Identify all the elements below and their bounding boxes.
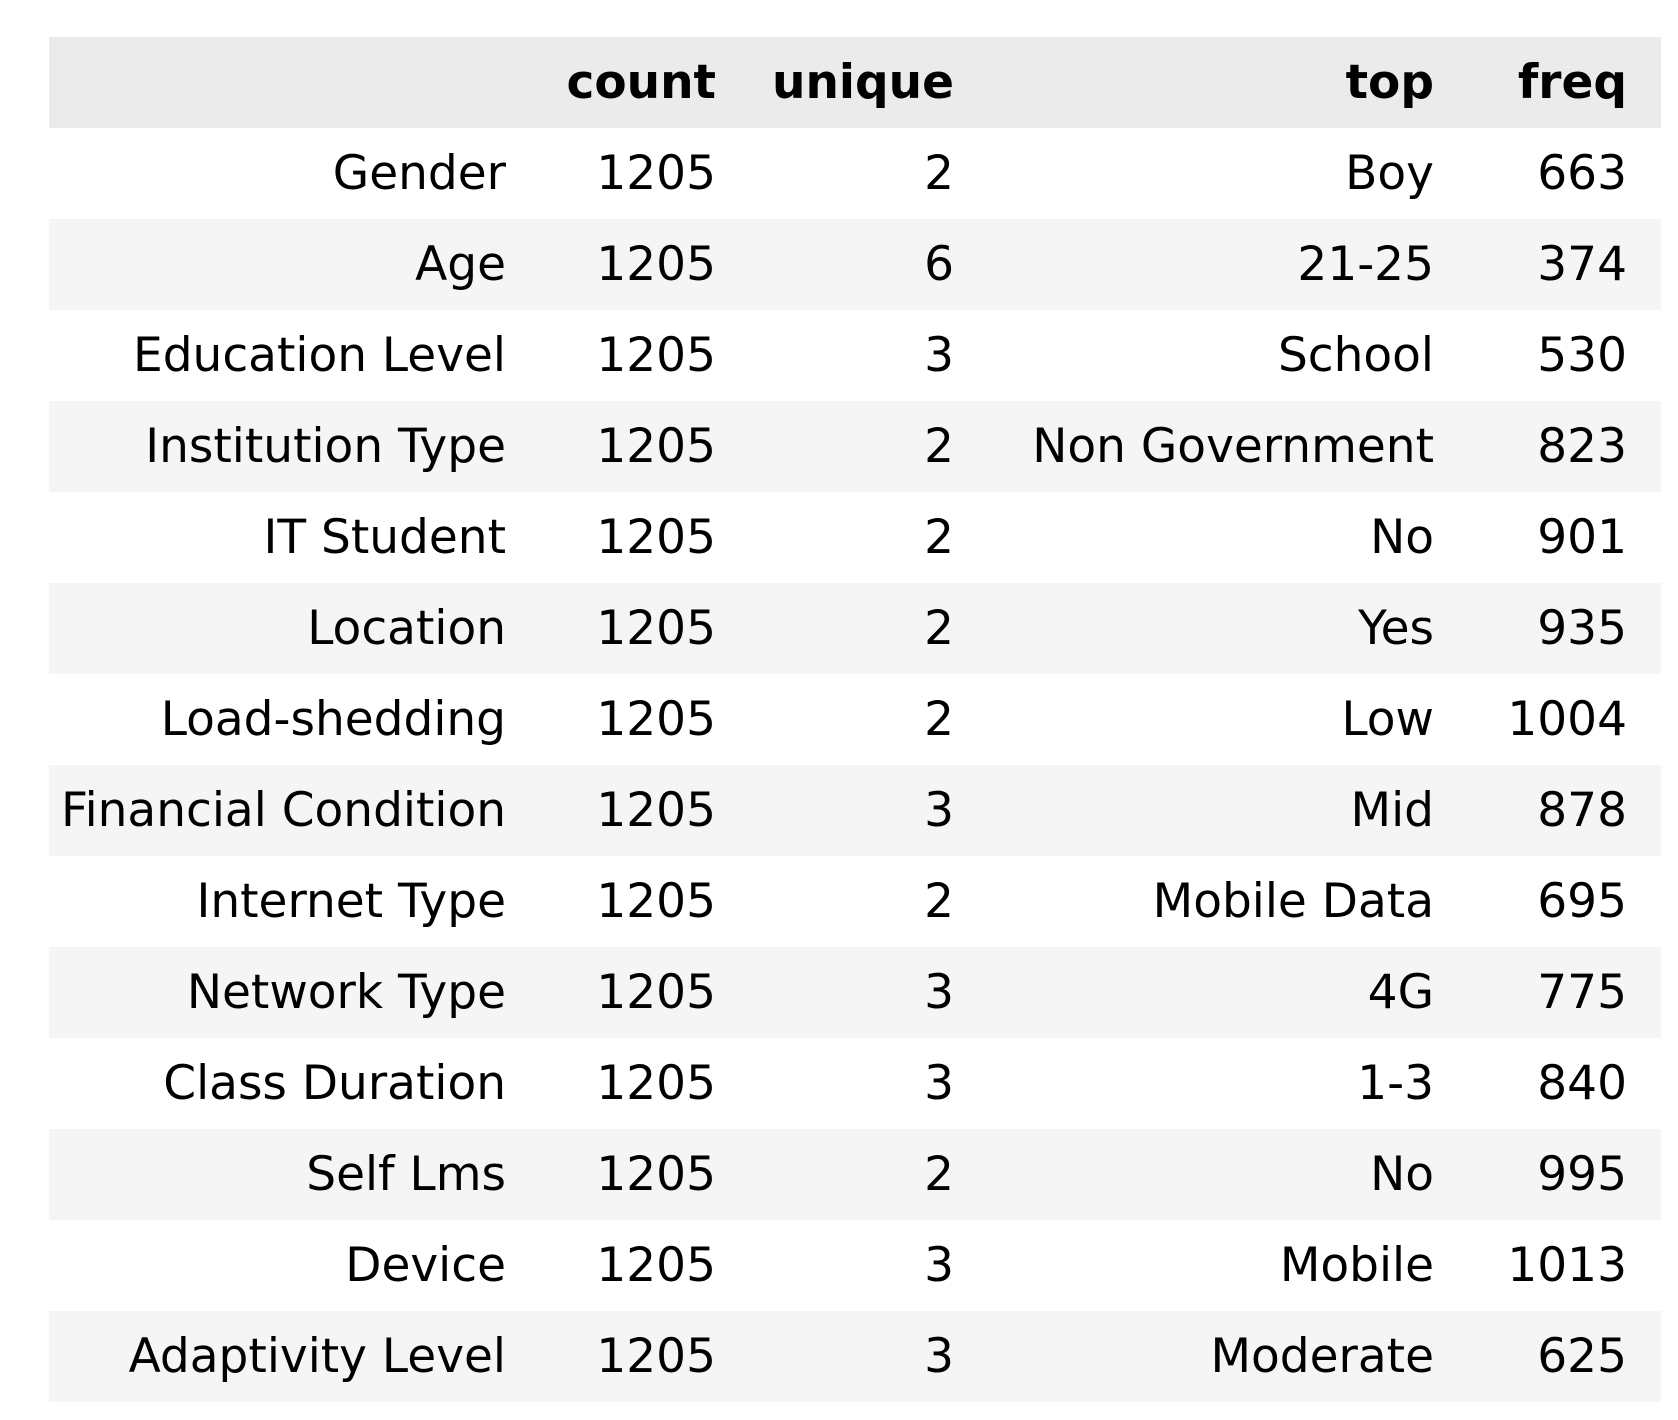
freq-cell: 663 <box>1537 146 1627 201</box>
freq-cell: 775 <box>1537 965 1627 1020</box>
table-row: Financial Condition 1205 3 Mid 878 <box>49 765 1661 856</box>
unique-cell: 3 <box>924 328 954 383</box>
unique-cell: 3 <box>924 783 954 838</box>
table-row: Age 1205 6 21-25 374 <box>49 219 1661 310</box>
top-cell: Moderate <box>1210 1329 1434 1384</box>
top-cell: Yes <box>1358 601 1434 656</box>
table-row: Network Type 1205 3 4G 775 <box>49 947 1661 1038</box>
table-body: Gender 1205 2 Boy 663 Age 1205 6 21-25 374 Educati… <box>49 128 1661 1402</box>
row-label-cell: Age <box>415 237 506 292</box>
header-top: top <box>1345 55 1434 110</box>
unique-cell: 3 <box>924 1056 954 1111</box>
row-label-cell: Adaptivity Level <box>128 1329 506 1384</box>
row-label-cell: Device <box>345 1238 506 1293</box>
count-cell: 1205 <box>596 1329 716 1384</box>
table-row: Internet Type 1205 2 Mobile Data 695 <box>49 856 1661 947</box>
count-cell: 1205 <box>596 965 716 1020</box>
count-cell: 1205 <box>596 692 716 747</box>
count-cell: 1205 <box>596 601 716 656</box>
header-row: count unique top freq <box>49 37 1661 128</box>
unique-cell: 2 <box>924 692 954 747</box>
count-cell: 1205 <box>596 146 716 201</box>
table-row: Institution Type 1205 2 Non Government 823 <box>49 401 1661 492</box>
top-cell: 21-25 <box>1297 237 1434 292</box>
describe-table-container: count unique top freq Gender 1205 2 Boy 663 A… <box>49 37 1661 1402</box>
count-cell: 1205 <box>596 419 716 474</box>
top-cell: Mobile Data <box>1152 874 1434 929</box>
freq-cell: 878 <box>1537 783 1627 838</box>
freq-cell: 935 <box>1537 601 1627 656</box>
header-index <box>49 37 540 128</box>
table-row: Self Lms 1205 2 No 995 <box>49 1129 1661 1220</box>
unique-cell: 3 <box>924 965 954 1020</box>
top-cell: No <box>1370 1147 1434 1202</box>
unique-cell: 2 <box>924 601 954 656</box>
count-cell: 1205 <box>596 1238 716 1293</box>
top-cell: 4G <box>1367 965 1434 1020</box>
table-row: Device 1205 3 Mobile 1013 <box>49 1220 1661 1311</box>
describe-table: count unique top freq Gender 1205 2 Boy 663 A… <box>49 37 1661 1402</box>
header-unique: unique <box>771 55 954 110</box>
top-cell: Non Government <box>1032 419 1434 474</box>
top-cell: Mid <box>1350 783 1434 838</box>
count-cell: 1205 <box>596 237 716 292</box>
freq-cell: 695 <box>1537 874 1627 929</box>
row-label-cell: Self Lms <box>306 1147 506 1202</box>
unique-cell: 2 <box>924 146 954 201</box>
freq-cell: 1013 <box>1507 1238 1627 1293</box>
freq-cell: 1004 <box>1507 692 1627 747</box>
table-row: Adaptivity Level 1205 3 Moderate 625 <box>49 1311 1661 1402</box>
row-label-cell: Education Level <box>133 328 506 383</box>
freq-cell: 823 <box>1537 419 1627 474</box>
unique-cell: 2 <box>924 874 954 929</box>
row-label-cell: Load-shedding <box>160 692 506 747</box>
table-row: Class Duration 1205 3 1-3 840 <box>49 1038 1661 1129</box>
table-row: IT Student 1205 2 No 901 <box>49 492 1661 583</box>
unique-cell: 2 <box>924 510 954 565</box>
top-cell: School <box>1277 328 1434 383</box>
table-row: Education Level 1205 3 School 530 <box>49 310 1661 401</box>
freq-cell: 840 <box>1537 1056 1627 1111</box>
unique-cell: 3 <box>924 1329 954 1384</box>
row-label-cell: Class Duration <box>163 1056 506 1111</box>
count-cell: 1205 <box>596 1056 716 1111</box>
row-label-cell: Financial Condition <box>60 783 506 838</box>
row-label-cell: Location <box>307 601 506 656</box>
table-row: Gender 1205 2 Boy 663 <box>49 128 1661 219</box>
freq-cell: 995 <box>1537 1147 1627 1202</box>
unique-cell: 2 <box>924 1147 954 1202</box>
count-cell: 1205 <box>596 510 716 565</box>
row-label-cell: Network Type <box>186 965 506 1020</box>
unique-cell: 2 <box>924 419 954 474</box>
top-cell: No <box>1370 510 1434 565</box>
table-row: Load-shedding 1205 2 Low 1004 <box>49 674 1661 765</box>
count-cell: 1205 <box>596 783 716 838</box>
freq-cell: 625 <box>1537 1329 1627 1384</box>
header-count: count <box>566 55 716 110</box>
table-header: count unique top freq <box>49 37 1661 128</box>
row-label-cell: Gender <box>332 146 506 201</box>
count-cell: 1205 <box>596 1147 716 1202</box>
count-cell: 1205 <box>596 328 716 383</box>
header-freq: freq <box>1517 55 1627 110</box>
row-label-cell: Institution Type <box>145 419 506 474</box>
freq-cell: 374 <box>1537 237 1627 292</box>
unique-cell: 6 <box>924 237 954 292</box>
row-label-cell: Internet Type <box>196 874 506 929</box>
freq-cell: 901 <box>1537 510 1627 565</box>
table-row: Location 1205 2 Yes 935 <box>49 583 1661 674</box>
row-label-cell: IT Student <box>263 510 506 565</box>
top-cell: Mobile <box>1279 1238 1434 1293</box>
freq-cell: 530 <box>1537 328 1627 383</box>
unique-cell: 3 <box>924 1238 954 1293</box>
top-cell: 1-3 <box>1357 1056 1434 1111</box>
top-cell: Boy <box>1345 146 1434 201</box>
top-cell: Low <box>1341 692 1434 747</box>
count-cell: 1205 <box>596 874 716 929</box>
